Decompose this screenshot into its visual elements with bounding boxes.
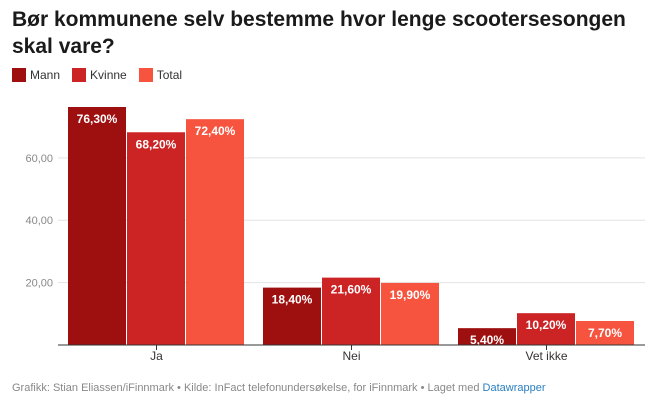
- data-label: 72,40%: [195, 124, 236, 138]
- data-label: 5,40%: [470, 333, 504, 347]
- bar-mann: [68, 107, 126, 345]
- y-tick-label: 40,00: [25, 215, 53, 227]
- legend-label-total: Total: [156, 68, 183, 82]
- data-label: 7,70%: [588, 326, 622, 340]
- x-tick-label: Vet ikke: [525, 349, 567, 363]
- legend-label-mann: Mann: [30, 68, 61, 82]
- y-tick-label: 60,00: [25, 153, 53, 165]
- legend-item-total: Total: [138, 68, 183, 82]
- legend-swatch-mann: [12, 68, 26, 82]
- data-label: 19,90%: [390, 288, 431, 302]
- bar-kvinne: [517, 313, 575, 345]
- datawrapper-link[interactable]: Datawrapper: [482, 382, 546, 394]
- bar-mann: [263, 287, 321, 345]
- y-tick-label: 20,00: [25, 278, 53, 290]
- footer: Grafikk: Stian Eliassen/iFinnmark • Kild…: [12, 382, 546, 394]
- bar-total: [576, 320, 634, 345]
- bar-total: [186, 119, 244, 346]
- legend-swatch-total: [138, 68, 153, 82]
- legend-item-kvinne: Kvinne: [72, 68, 127, 82]
- bar-mann: [458, 328, 516, 345]
- legend: Mann Kvinne Total: [12, 68, 182, 82]
- data-label: 21,60%: [331, 283, 372, 297]
- bar-kvinne: [127, 132, 185, 345]
- legend-item-mann: Mann: [12, 68, 60, 82]
- bar-kvinne: [322, 277, 380, 345]
- data-label: 18,40%: [272, 293, 313, 307]
- legend-label-kvinne: Kvinne: [90, 68, 127, 82]
- x-tick-label: Ja: [150, 349, 163, 363]
- data-label: 10,20%: [526, 318, 567, 332]
- legend-swatch-kvinne: [72, 68, 87, 82]
- x-tick-label: Nei: [342, 349, 360, 363]
- footer-credits: Grafikk: Stian Eliassen/iFinnmark • Kild…: [12, 382, 480, 394]
- data-label: 68,20%: [136, 137, 177, 151]
- chart-title: Bør kommunene selv bestemme hvor lenge s…: [12, 8, 626, 58]
- bar-total: [381, 282, 439, 345]
- data-label: 76,30%: [77, 112, 118, 126]
